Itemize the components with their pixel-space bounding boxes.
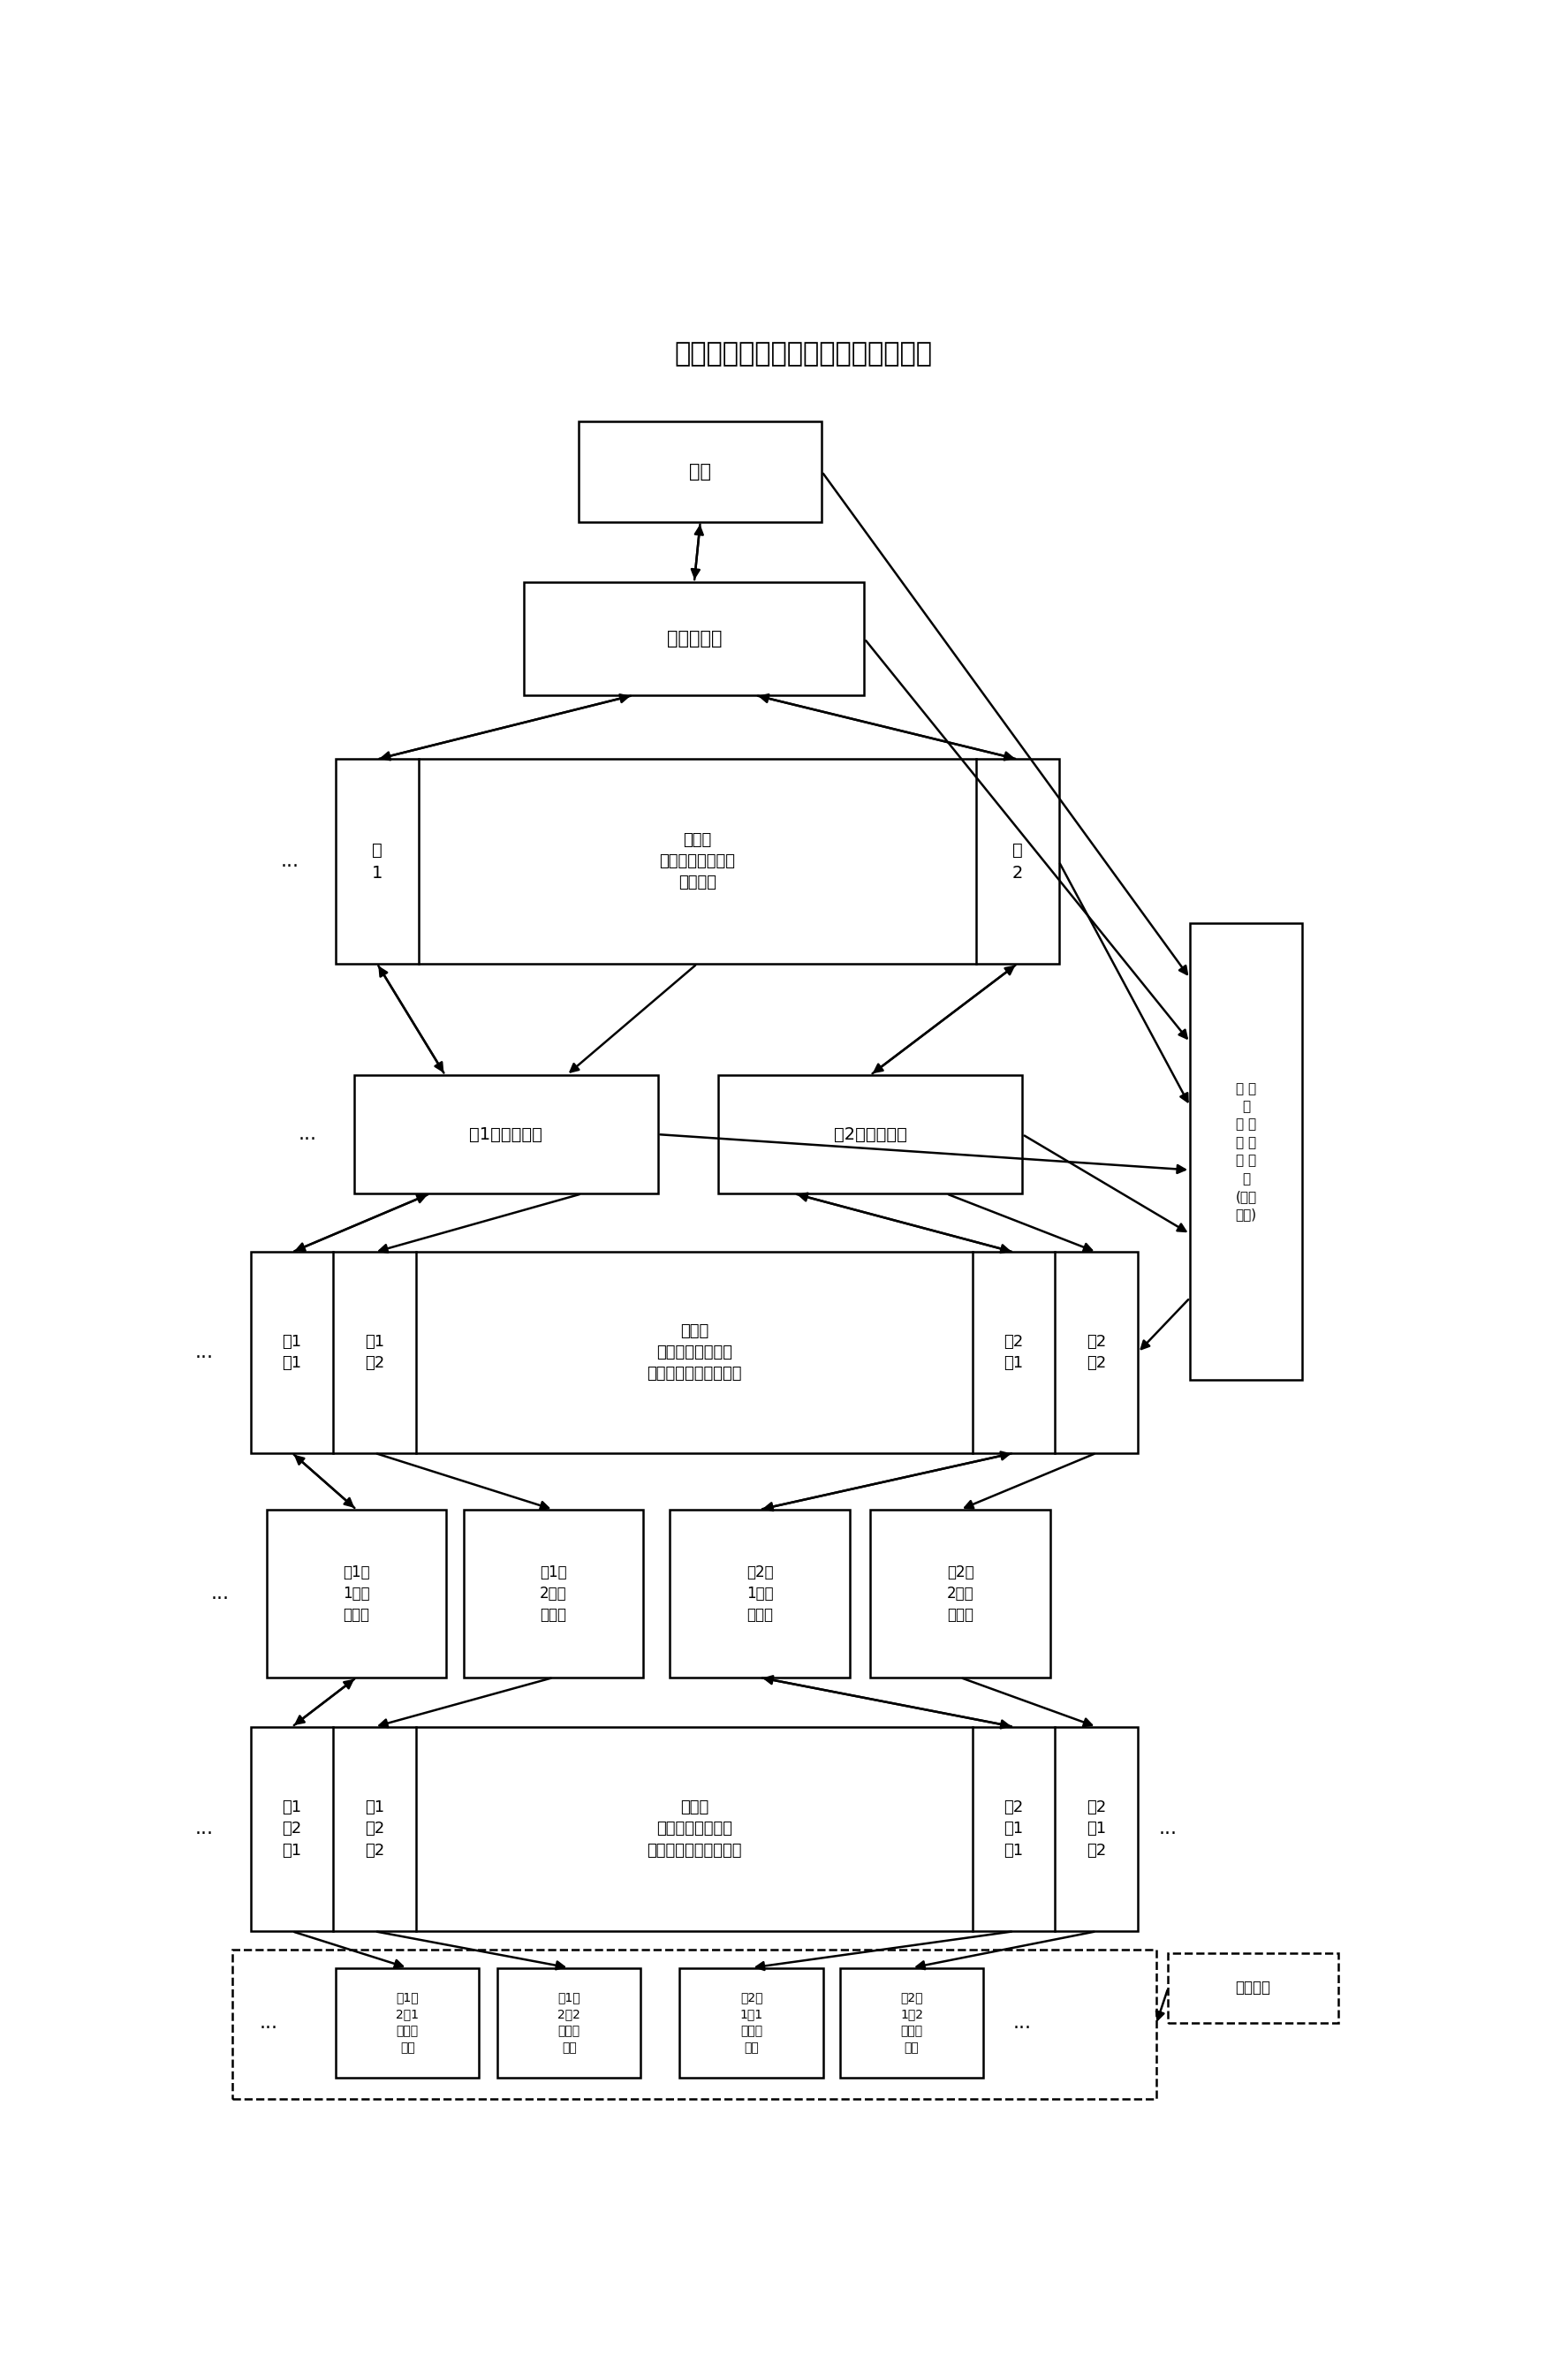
Bar (870, 1510, 1051, 1679)
Text: 科简介
科分属检索表链接
所属门分科检索表链接: 科简介 科分属检索表链接 所属门分科检索表链接 (646, 1323, 742, 1382)
Text: ...: ... (1013, 2013, 1032, 2032)
Text: 门1
科2
属1: 门1 科2 属1 (282, 1800, 301, 1859)
Text: 门1
科1: 门1 科1 (282, 1335, 301, 1370)
Text: 门1科
2属2
分种检
索表: 门1科 2属2 分种检 索表 (558, 1992, 580, 2053)
Text: 门
2: 门 2 (1011, 842, 1022, 882)
Text: 分门检索表: 分门检索表 (666, 631, 721, 647)
Bar (840, 1968, 983, 2077)
Text: 门2
科1
属2: 门2 科1 属2 (1087, 1800, 1107, 1859)
Bar (524, 583, 864, 695)
Bar (336, 1968, 480, 2077)
Bar (251, 1726, 1138, 1932)
Text: 中国高等植物科属检索表链接结构图: 中国高等植物科属检索表链接结构图 (674, 341, 933, 368)
Text: 门
1: 门 1 (372, 842, 383, 882)
Text: ...: ... (196, 1344, 213, 1361)
Text: ...: ... (1159, 1821, 1178, 1838)
Text: 门2分科检索表: 门2分科检索表 (834, 1126, 906, 1143)
Text: 尚未实现: 尚未实现 (1236, 1980, 1272, 1996)
Text: 门1
科2: 门1 科2 (365, 1335, 384, 1370)
Text: ...: ... (260, 2013, 278, 2032)
Bar (267, 1510, 447, 1679)
Bar (670, 1510, 850, 1679)
Bar (1190, 922, 1301, 1380)
Bar (497, 1968, 641, 2077)
Text: 门1科
2分属
检索表: 门1科 2分属 检索表 (539, 1565, 566, 1622)
Text: 属简介
属分种检索表链接
所属科分属检索表链接: 属简介 属分种检索表链接 所属科分属检索表链接 (646, 1800, 742, 1859)
Text: ...: ... (298, 1126, 317, 1143)
Bar (232, 1949, 1156, 2098)
Bar (251, 1252, 1138, 1453)
Text: 门1
科2
属2: 门1 科2 属2 (365, 1800, 384, 1859)
Text: 门2
科2: 门2 科2 (1087, 1335, 1107, 1370)
Text: 门2科
1分属
检索表: 门2科 1分属 检索表 (746, 1565, 773, 1622)
Bar (679, 1968, 823, 2077)
Text: 说明: 说明 (690, 462, 712, 481)
Text: 门2科
1属2
分种检
索表: 门2科 1属2 分种检 索表 (900, 1992, 924, 2053)
Text: 门2
科1
属1: 门2 科1 属1 (1004, 1800, 1024, 1859)
Text: 门2科
2分属
检索表: 门2科 2分属 检索表 (947, 1565, 974, 1622)
Bar (354, 1074, 659, 1193)
Text: ...: ... (212, 1584, 229, 1603)
Bar (1168, 1954, 1339, 2022)
Text: 门1科
2属1
分种检
索表: 门1科 2属1 分种检 索表 (397, 1992, 419, 2053)
Bar (718, 1074, 1022, 1193)
Text: 门1科
1分属
检索表: 门1科 1分属 检索表 (343, 1565, 370, 1622)
Text: ...: ... (281, 854, 299, 870)
Text: 门1分科检索表: 门1分科检索表 (469, 1126, 543, 1143)
Text: 门2
科1: 门2 科1 (1004, 1335, 1024, 1370)
Text: ...: ... (196, 1821, 213, 1838)
Text: 中 文
名
拉 丁
名 内
部 重
定
(内容
链接): 中 文 名 拉 丁 名 内 部 重 定 (内容 链接) (1236, 1081, 1256, 1221)
Bar (464, 1510, 643, 1679)
Text: 门简介
门分属检索表链接
说明链接: 门简介 门分属检索表链接 说明链接 (659, 832, 735, 891)
Bar (336, 759, 1058, 963)
Bar (579, 422, 822, 522)
Text: 门2科
1属1
分种检
索表: 门2科 1属1 分种检 索表 (740, 1992, 764, 2053)
